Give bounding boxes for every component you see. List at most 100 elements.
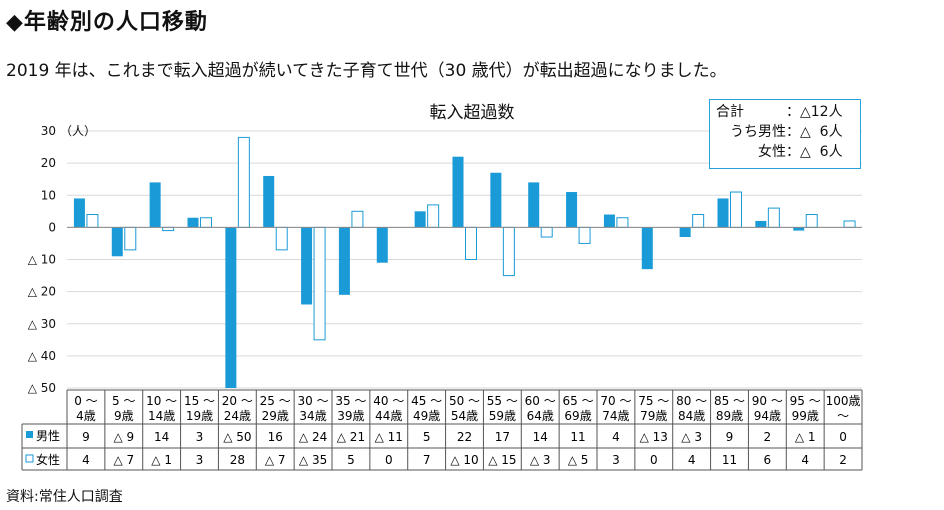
bar-female	[237, 136, 250, 228]
x-category-label: 35 ～	[335, 394, 366, 408]
data-label-female: △ 1	[151, 453, 172, 467]
data-label-male: △ 11	[375, 430, 403, 444]
data-label-female: △ 35	[299, 453, 327, 467]
bar-female	[275, 226, 288, 251]
bar-male	[755, 220, 767, 228]
data-label-male: 16	[268, 430, 283, 444]
y-tick-label: △ 20	[28, 285, 56, 299]
summary-value: ：△ 6人	[786, 144, 843, 160]
y-tick-label: △ 50	[28, 381, 56, 395]
bar-male	[376, 227, 388, 263]
x-category-label: 85 ～	[714, 394, 745, 408]
data-label-female: △ 10	[450, 453, 478, 467]
legend-swatch-female	[25, 454, 34, 463]
x-category-label: 75 ～	[638, 394, 669, 408]
bar-female	[124, 226, 137, 251]
bar-female	[502, 226, 515, 277]
data-label-male: △ 21	[337, 430, 365, 444]
data-label-female: 4	[688, 453, 696, 467]
x-category-label: 95 ～	[790, 394, 821, 408]
bar-female	[540, 226, 553, 238]
data-label-female: 28	[230, 453, 245, 467]
data-label-male: 9	[82, 430, 90, 444]
x-category-label: 0 ～	[74, 394, 97, 408]
bar-female	[767, 207, 780, 228]
bar-male	[338, 227, 350, 295]
data-label-male: △ 13	[640, 430, 668, 444]
data-label-female: 3	[196, 453, 204, 467]
bar-female	[200, 217, 212, 228]
summary-label: 女性	[758, 144, 786, 160]
y-tick-label: △ 30	[28, 317, 56, 331]
data-label-male: 14	[533, 430, 548, 444]
x-category-label: 14歳	[148, 409, 175, 423]
bar-female	[86, 214, 99, 228]
bar-male	[490, 172, 502, 228]
source-note: 資料:常住人口調査	[6, 489, 123, 505]
bar-male	[452, 156, 464, 228]
y-tick-label: 20	[41, 156, 56, 170]
data-label-female: 5	[347, 453, 355, 467]
data-label-female: 7	[423, 453, 431, 467]
data-label-male: △ 24	[299, 430, 327, 444]
x-category-label: 5 ～	[112, 394, 135, 408]
x-category-label: 65 ～	[563, 394, 594, 408]
x-category-label: 64歳	[527, 409, 554, 423]
x-category-label: 84歳	[678, 409, 705, 423]
bar-female	[313, 226, 326, 341]
data-label-female: △ 7	[265, 453, 286, 467]
bar-female	[730, 191, 742, 228]
bar-male	[111, 227, 123, 257]
x-category-label: 20 ～	[222, 394, 253, 408]
data-label-male: 17	[495, 430, 510, 444]
x-category-label: 55 ～	[487, 394, 518, 408]
x-category-label: 99歳	[792, 409, 819, 423]
data-label-female: 2	[839, 453, 847, 467]
x-category-label: 74歳	[602, 409, 629, 423]
summary-row-total: 合計 ：△12人	[716, 102, 854, 122]
x-category-label: ～	[837, 409, 849, 423]
x-category-label: 60 ～	[525, 394, 556, 408]
x-category-label: 54歳	[451, 409, 478, 423]
x-category-label: 25 ～	[260, 394, 291, 408]
data-label-male: 22	[457, 430, 472, 444]
x-category-label: 40 ～	[373, 394, 404, 408]
x-category-label: 10 ～	[146, 394, 177, 408]
y-tick-label: △ 40	[28, 349, 56, 363]
bar-female	[616, 217, 629, 228]
x-category-label: 24歳	[224, 409, 251, 423]
page-subtitle: 2019 年は、これまで転入超過が続いてきた子育て世代（30 歳代）が転出超過に…	[6, 61, 727, 81]
bar-male	[603, 214, 615, 228]
x-category-label: 100歳	[826, 394, 861, 408]
x-category-label: 49歳	[413, 409, 440, 423]
data-label-female: 3	[612, 453, 620, 467]
data-label-female: △ 15	[488, 453, 516, 467]
legend-label-female: 女性	[36, 452, 60, 467]
data-label-male: 4	[612, 430, 620, 444]
x-category-label: 50 ～	[449, 394, 480, 408]
data-label-male: △ 1	[795, 430, 816, 444]
data-label-female: 0	[385, 453, 393, 467]
x-category-label: 29歳	[262, 409, 289, 423]
x-category-label: 59歳	[489, 409, 516, 423]
data-label-male: 3	[196, 430, 204, 444]
x-category-label: 4歳	[76, 409, 96, 423]
data-label-male: △ 9	[113, 430, 134, 444]
data-label-male: 5	[423, 430, 431, 444]
summary-value: ：△ 6人	[786, 124, 843, 140]
x-category-label: 69歳	[564, 409, 591, 423]
x-category-label: 79歳	[640, 409, 667, 423]
legend-label-male: 男性	[36, 429, 60, 443]
y-tick-label: △ 10	[28, 253, 56, 267]
y-tick-label: 30	[41, 124, 56, 138]
x-category-label: 9歳	[114, 409, 134, 423]
data-label-female: 0	[650, 453, 658, 467]
bar-male	[679, 227, 691, 238]
bar-male	[73, 198, 85, 228]
x-category-label: 19歳	[186, 409, 213, 423]
bar-male	[641, 227, 653, 270]
chart-title: 転入超過数	[429, 103, 515, 123]
summary-label: 合計	[716, 104, 772, 120]
data-label-male: △ 50	[223, 430, 251, 444]
